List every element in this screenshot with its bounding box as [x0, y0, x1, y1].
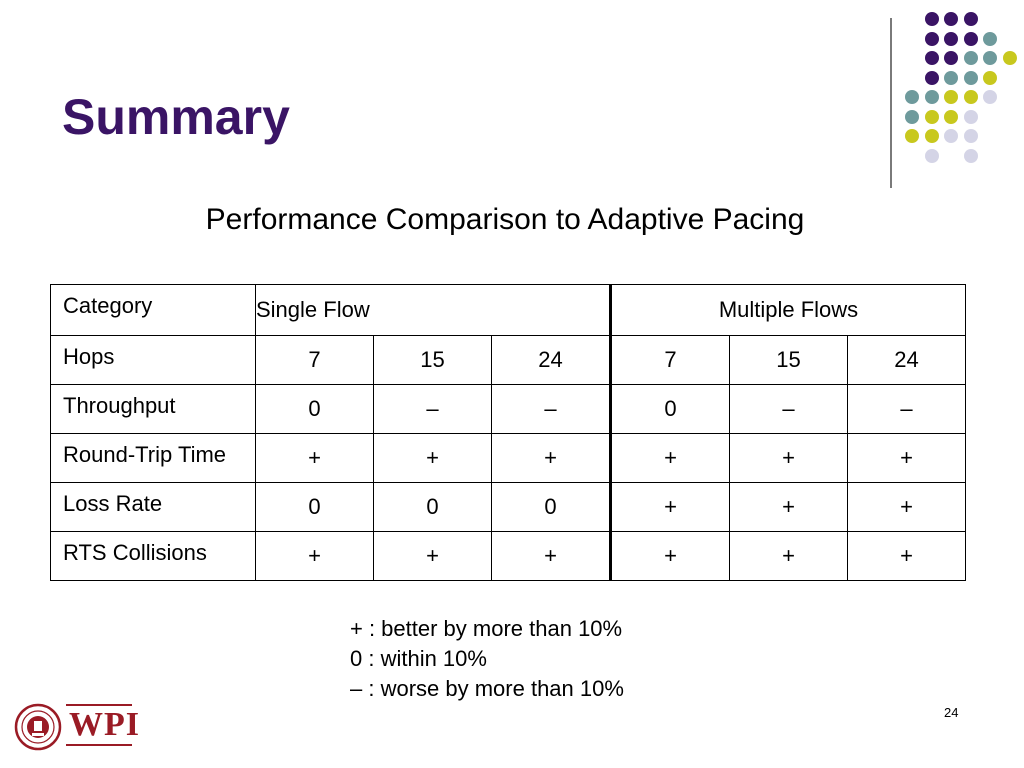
- table-cell: +: [847, 433, 966, 483]
- table-cell: –: [373, 384, 492, 434]
- logo-top-rule: [66, 704, 132, 706]
- decorative-dot: [963, 51, 978, 65]
- header-single-flow: Single Flow: [255, 284, 611, 336]
- table-cell: 24: [491, 335, 611, 385]
- table-cell: +: [729, 482, 848, 532]
- table-cell: 7: [609, 335, 730, 385]
- legend-item-better: + : better by more than 10%: [350, 616, 623, 641]
- table-cell: +: [373, 433, 492, 483]
- row-label: RTS Collisions: [50, 531, 256, 581]
- table-row: Round-Trip Time + + + + + +: [50, 433, 966, 483]
- table-cell: +: [491, 531, 611, 581]
- row-label: Hops: [50, 335, 256, 385]
- decorative-dot: [905, 129, 919, 143]
- decorative-dot: [963, 12, 978, 26]
- decorative-dot: [944, 31, 958, 46]
- table-cell: 0: [609, 384, 730, 434]
- table-row: Throughput 0 – – 0 – –: [50, 384, 966, 434]
- table-cell: 7: [255, 335, 374, 385]
- table-cell: +: [609, 482, 730, 532]
- decorative-dot: [924, 129, 939, 143]
- table-cell: –: [847, 384, 966, 434]
- decorative-dot: [924, 90, 939, 104]
- table-cell: 0: [255, 482, 374, 532]
- table-cell: 24: [847, 335, 966, 385]
- table-header-row: Category Single Flow Multiple Flows: [50, 284, 966, 336]
- slide-subtitle: Performance Comparison to Adaptive Pacin…: [205, 203, 805, 236]
- table-cell: +: [847, 531, 966, 581]
- row-label: Loss Rate: [50, 482, 256, 532]
- decorative-dot: [924, 31, 939, 46]
- decorative-dot: [963, 90, 978, 104]
- decorative-dot: [905, 90, 919, 104]
- row-label: Round-Trip Time: [50, 433, 256, 483]
- row-label: Throughput: [50, 384, 256, 434]
- decorative-dot: [924, 109, 939, 124]
- decorative-dot: [944, 109, 958, 124]
- legend-item-within: 0 : within 10%: [350, 646, 487, 671]
- table-cell: –: [491, 384, 611, 434]
- title-divider-line: [890, 18, 892, 188]
- wpi-logo: WPI: [14, 700, 139, 752]
- decorative-dot: [963, 129, 978, 143]
- table-cell: 0: [491, 482, 611, 532]
- table-cell: 15: [729, 335, 848, 385]
- decorative-dot: [983, 51, 997, 65]
- decorative-dot: [944, 129, 958, 143]
- table-cell: 15: [373, 335, 492, 385]
- logo-bottom-rule: [66, 744, 132, 746]
- logo-wordmark: WPI: [69, 706, 140, 743]
- decorative-dot: [1002, 51, 1017, 65]
- page-number: 24: [944, 705, 959, 720]
- table-cell: 0: [255, 384, 374, 434]
- legend: + : better by more than 10% 0 : within 1…: [350, 614, 624, 704]
- table-cell: 0: [373, 482, 492, 532]
- decorative-dot: [924, 70, 939, 85]
- header-multiple-flows: Multiple Flows: [609, 284, 966, 336]
- decorative-dot: [963, 109, 978, 124]
- table-cell: +: [255, 531, 374, 581]
- slide-title: Summary: [62, 89, 290, 145]
- decorative-dot: [983, 70, 997, 85]
- table-cell: –: [729, 384, 848, 434]
- table-cell: +: [729, 531, 848, 581]
- table-cell: +: [255, 433, 374, 483]
- comparison-table: Category Single Flow Multiple Flows Hops…: [50, 284, 966, 581]
- table-cell: +: [609, 433, 730, 483]
- decorative-dot: [963, 31, 978, 46]
- decorative-dot: [944, 51, 958, 65]
- wpi-seal-icon: [14, 703, 62, 751]
- legend-item-worse: – : worse by more than 10%: [350, 676, 624, 701]
- decorative-dot: [924, 12, 939, 26]
- decorative-dot: [983, 31, 997, 46]
- decorative-dot: [944, 70, 958, 85]
- table-row: RTS Collisions + + + + + +: [50, 531, 966, 581]
- decorative-dot: [924, 148, 939, 163]
- header-category: Category: [50, 284, 256, 336]
- table-cell: +: [373, 531, 492, 581]
- decorative-dot: [963, 70, 978, 85]
- decorative-dot-grid: [905, 12, 1017, 172]
- table-cell: +: [729, 433, 848, 483]
- decorative-dot: [963, 148, 978, 163]
- decorative-dot: [924, 51, 939, 65]
- table-cell: +: [609, 531, 730, 581]
- table-cell: +: [491, 433, 611, 483]
- decorative-dot: [944, 90, 958, 104]
- table-row: Loss Rate 0 0 0 + + +: [50, 482, 966, 532]
- table-cell: +: [847, 482, 966, 532]
- decorative-dot: [944, 12, 958, 26]
- decorative-dot: [905, 109, 919, 124]
- table-row: Hops 7 15 24 7 15 24: [50, 335, 966, 385]
- decorative-dot: [983, 90, 997, 104]
